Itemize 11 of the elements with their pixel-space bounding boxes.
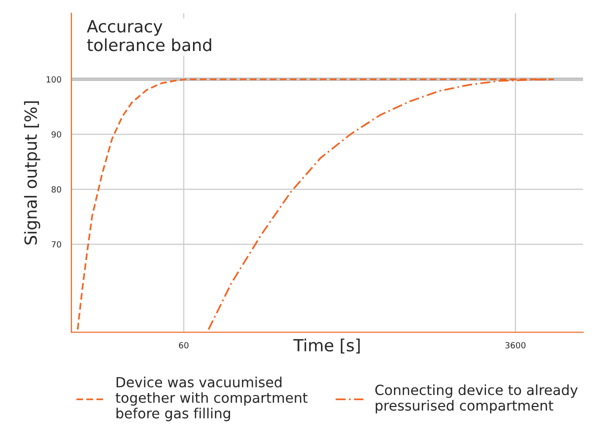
legend-label: Device was vacuumised together with compartment before gas filling xyxy=(116,376,308,422)
band-label: Accuracy tolerance band xyxy=(86,20,212,52)
legend-label: Connecting device to already pressurised compartment xyxy=(375,384,578,414)
x-tick-label: 3600 xyxy=(505,342,526,348)
y-axis-title: Signal output [%] xyxy=(24,101,40,244)
y-tick-label: 90 xyxy=(52,131,62,138)
y-tick-label: 70 xyxy=(52,241,62,248)
x-tick-label: 60 xyxy=(178,342,188,348)
x-axis-title: Time [s] xyxy=(293,338,360,354)
y-tick-label: 80 xyxy=(52,186,62,193)
y-tick-label: 100 xyxy=(46,76,62,83)
